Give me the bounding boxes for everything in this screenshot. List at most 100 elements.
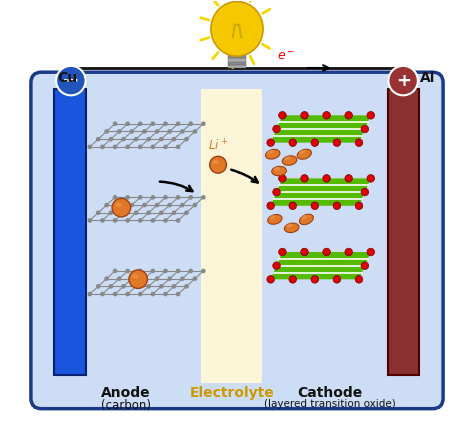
Circle shape xyxy=(176,195,181,200)
Circle shape xyxy=(201,269,206,273)
Ellipse shape xyxy=(268,214,282,224)
FancyBboxPatch shape xyxy=(228,52,246,55)
Text: Cu: Cu xyxy=(57,71,77,85)
Circle shape xyxy=(189,269,193,273)
Ellipse shape xyxy=(115,203,122,207)
Circle shape xyxy=(104,276,109,281)
Circle shape xyxy=(138,269,143,273)
Circle shape xyxy=(289,202,297,210)
Circle shape xyxy=(121,211,126,215)
Circle shape xyxy=(113,122,118,126)
Circle shape xyxy=(176,145,181,149)
Circle shape xyxy=(129,129,134,134)
Ellipse shape xyxy=(269,215,276,219)
Text: $Li^+$: $Li^+$ xyxy=(208,138,228,154)
Circle shape xyxy=(163,269,168,273)
Circle shape xyxy=(109,284,113,289)
Circle shape xyxy=(163,218,168,223)
Circle shape xyxy=(96,211,100,215)
Circle shape xyxy=(121,137,126,141)
Circle shape xyxy=(134,284,138,289)
Circle shape xyxy=(88,292,92,296)
Circle shape xyxy=(151,195,155,200)
Circle shape xyxy=(345,175,353,182)
Circle shape xyxy=(311,276,319,283)
Circle shape xyxy=(138,292,143,296)
Bar xyxy=(54,89,86,375)
Circle shape xyxy=(323,175,330,182)
Text: −: − xyxy=(62,70,80,91)
Circle shape xyxy=(184,137,189,141)
Circle shape xyxy=(180,276,185,281)
Circle shape xyxy=(167,203,172,207)
Circle shape xyxy=(311,202,319,210)
Circle shape xyxy=(273,125,280,133)
Ellipse shape xyxy=(272,166,286,176)
Circle shape xyxy=(134,137,138,141)
Circle shape xyxy=(142,276,147,281)
Circle shape xyxy=(367,248,374,256)
Circle shape xyxy=(100,218,105,223)
Circle shape xyxy=(323,248,330,256)
Circle shape xyxy=(125,145,130,149)
Ellipse shape xyxy=(267,150,274,154)
Circle shape xyxy=(172,284,176,289)
Ellipse shape xyxy=(273,167,280,170)
Circle shape xyxy=(167,276,172,281)
Circle shape xyxy=(180,203,185,207)
Circle shape xyxy=(138,218,143,223)
Circle shape xyxy=(361,262,369,270)
Ellipse shape xyxy=(284,156,291,160)
Circle shape xyxy=(273,262,280,270)
Text: $e^-$: $e^-$ xyxy=(277,50,295,63)
Circle shape xyxy=(279,248,286,256)
Circle shape xyxy=(146,284,151,289)
Circle shape xyxy=(289,139,297,146)
Text: Cathode: Cathode xyxy=(297,386,362,400)
Circle shape xyxy=(367,111,374,119)
FancyBboxPatch shape xyxy=(228,55,246,58)
Circle shape xyxy=(117,203,121,207)
Circle shape xyxy=(180,129,185,134)
Circle shape xyxy=(56,66,86,95)
Text: (layered transition oxide): (layered transition oxide) xyxy=(264,400,395,409)
Ellipse shape xyxy=(265,149,280,159)
Circle shape xyxy=(333,276,341,283)
Circle shape xyxy=(176,218,181,223)
Circle shape xyxy=(100,145,105,149)
FancyBboxPatch shape xyxy=(228,65,246,68)
Circle shape xyxy=(163,195,168,200)
Circle shape xyxy=(167,129,172,134)
Circle shape xyxy=(345,111,353,119)
Ellipse shape xyxy=(129,270,147,288)
FancyBboxPatch shape xyxy=(31,72,443,408)
Ellipse shape xyxy=(299,150,305,154)
FancyBboxPatch shape xyxy=(228,62,246,65)
Ellipse shape xyxy=(301,215,307,219)
Circle shape xyxy=(125,195,130,200)
Circle shape xyxy=(151,122,155,126)
Circle shape xyxy=(172,137,176,141)
Circle shape xyxy=(201,122,206,126)
Polygon shape xyxy=(271,115,371,143)
Circle shape xyxy=(279,175,286,182)
Circle shape xyxy=(189,195,193,200)
Circle shape xyxy=(172,211,176,215)
Circle shape xyxy=(355,139,363,146)
Circle shape xyxy=(192,129,197,134)
Ellipse shape xyxy=(112,198,130,217)
Circle shape xyxy=(117,129,121,134)
Circle shape xyxy=(361,125,369,133)
Circle shape xyxy=(279,111,286,119)
Text: Al: Al xyxy=(420,71,435,85)
Circle shape xyxy=(176,122,181,126)
Circle shape xyxy=(151,269,155,273)
Text: +: + xyxy=(396,72,410,89)
Circle shape xyxy=(129,276,134,281)
Text: Electrolyte: Electrolyte xyxy=(190,386,274,400)
Circle shape xyxy=(155,276,159,281)
Text: Anode: Anode xyxy=(101,386,150,400)
Circle shape xyxy=(355,202,363,210)
Circle shape xyxy=(201,195,206,200)
Circle shape xyxy=(192,203,197,207)
